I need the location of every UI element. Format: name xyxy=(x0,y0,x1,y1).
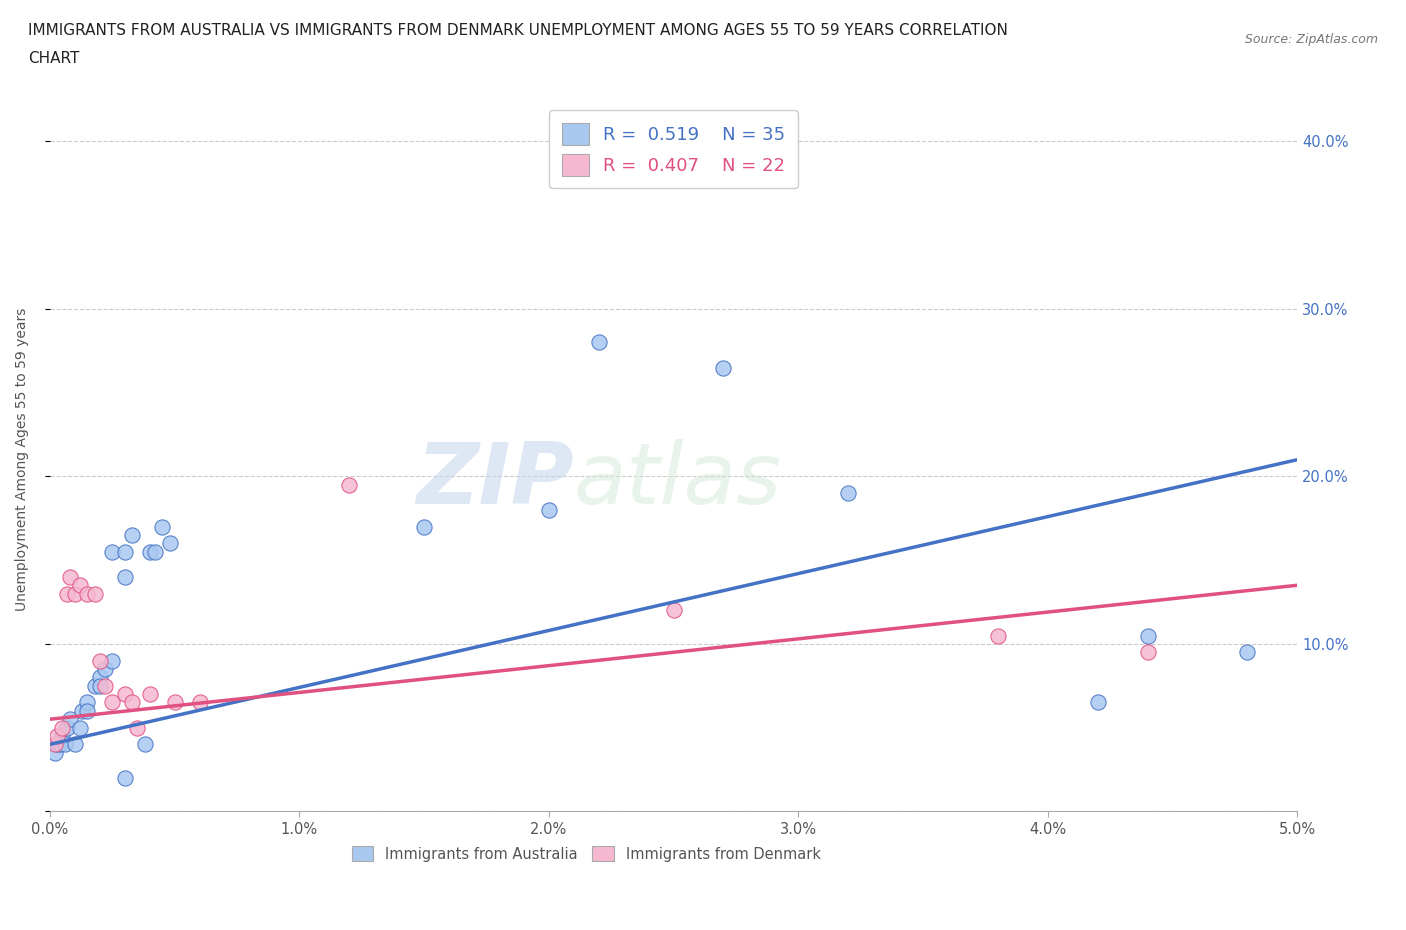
Point xyxy=(63,586,86,601)
Point xyxy=(163,695,186,710)
Point xyxy=(713,360,735,375)
Point xyxy=(121,695,143,710)
Point xyxy=(127,720,149,735)
Point xyxy=(76,695,98,710)
Point xyxy=(49,737,72,751)
Point xyxy=(89,678,111,693)
Point xyxy=(1136,628,1159,643)
Point xyxy=(51,728,73,743)
Point xyxy=(1136,644,1159,659)
Point xyxy=(101,653,124,668)
Point xyxy=(93,661,115,676)
Point xyxy=(76,586,98,601)
Point xyxy=(138,686,160,701)
Point xyxy=(114,770,136,785)
Point xyxy=(537,502,560,517)
Point xyxy=(59,711,82,726)
Point xyxy=(83,586,105,601)
Point xyxy=(143,544,166,559)
Point xyxy=(51,720,73,735)
Point xyxy=(114,569,136,584)
Point xyxy=(72,703,94,718)
Point xyxy=(69,578,91,592)
Text: ZIP: ZIP xyxy=(416,439,574,523)
Point xyxy=(89,653,111,668)
Point xyxy=(987,628,1010,643)
Legend: Immigrants from Australia, Immigrants from Denmark: Immigrants from Australia, Immigrants fr… xyxy=(346,841,827,868)
Point xyxy=(1087,695,1109,710)
Point xyxy=(69,720,91,735)
Text: CHART: CHART xyxy=(28,51,80,66)
Point xyxy=(76,703,98,718)
Point xyxy=(1236,644,1258,659)
Point xyxy=(83,678,105,693)
Point xyxy=(89,670,111,684)
Point xyxy=(588,335,610,350)
Point xyxy=(188,695,211,710)
Point xyxy=(837,485,859,500)
Point xyxy=(101,695,124,710)
Point xyxy=(59,569,82,584)
Point xyxy=(138,544,160,559)
Point xyxy=(114,686,136,701)
Text: Source: ZipAtlas.com: Source: ZipAtlas.com xyxy=(1244,33,1378,46)
Point xyxy=(46,737,69,751)
Point xyxy=(56,586,79,601)
Point xyxy=(53,737,76,751)
Text: IMMIGRANTS FROM AUSTRALIA VS IMMIGRANTS FROM DENMARK UNEMPLOYMENT AMONG AGES 55 : IMMIGRANTS FROM AUSTRALIA VS IMMIGRANTS … xyxy=(28,23,1008,38)
Point xyxy=(114,544,136,559)
Point xyxy=(44,737,66,751)
Point xyxy=(44,745,66,760)
Point xyxy=(159,536,181,551)
Point xyxy=(93,678,115,693)
Point xyxy=(150,519,173,534)
Point xyxy=(662,603,685,618)
Point xyxy=(56,720,79,735)
Point xyxy=(46,728,69,743)
Text: atlas: atlas xyxy=(574,439,782,523)
Point xyxy=(337,477,360,492)
Point xyxy=(121,527,143,542)
Y-axis label: Unemployment Among Ages 55 to 59 years: Unemployment Among Ages 55 to 59 years xyxy=(15,308,30,611)
Point xyxy=(101,544,124,559)
Point xyxy=(413,519,436,534)
Point xyxy=(63,737,86,751)
Point xyxy=(134,737,156,751)
